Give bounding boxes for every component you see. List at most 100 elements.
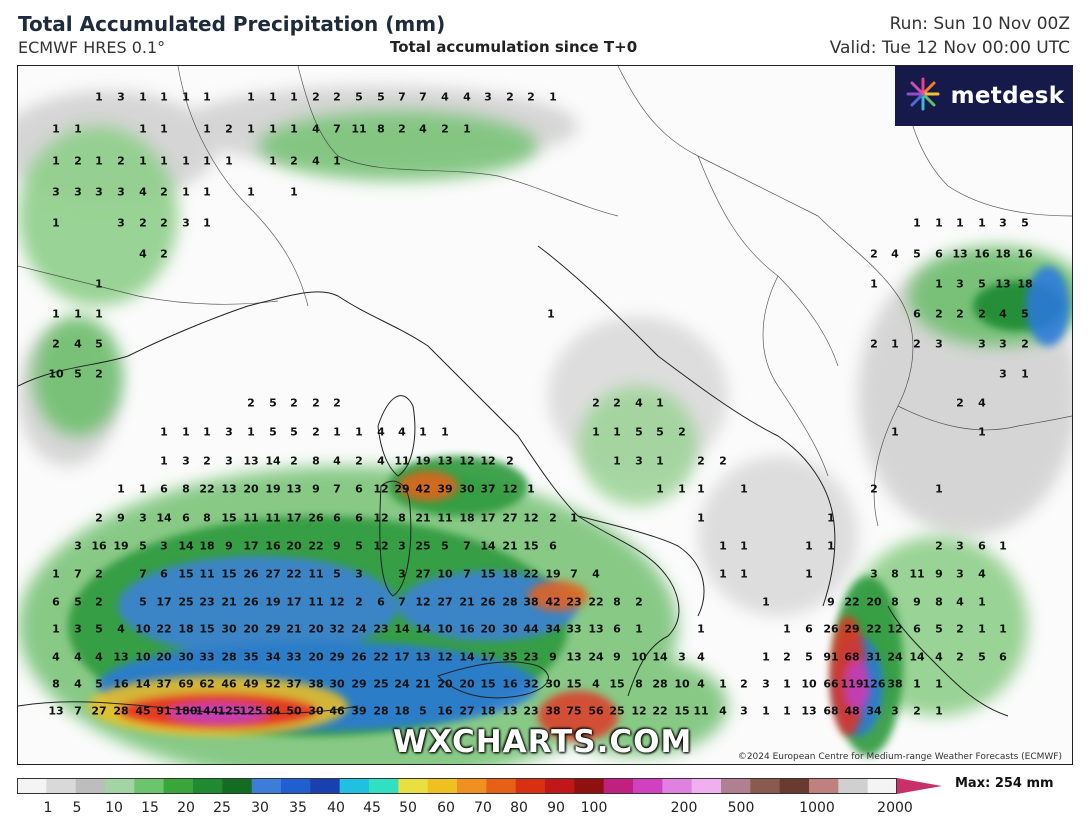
- precip-value-label: 26: [243, 567, 259, 581]
- colorbar-segment: [633, 778, 663, 794]
- precip-value-label: 2: [635, 595, 643, 609]
- precip-value-label: 2: [697, 454, 705, 468]
- precip-value-label: 21: [221, 595, 237, 609]
- precip-value-label: 19: [265, 482, 281, 496]
- precip-value-label: 5: [441, 539, 449, 553]
- precip-value-label: 30: [221, 622, 237, 636]
- precip-value-label: 23: [523, 650, 539, 664]
- precip-value-label: 1: [805, 539, 813, 553]
- colorbar-segment: [515, 778, 546, 794]
- precip-value-label: 15: [221, 567, 237, 581]
- valid-time: Valid: Tue 12 Nov 00:00 UTC: [829, 38, 1070, 58]
- precip-value-label: 1: [783, 622, 791, 636]
- precip-value-label: 2: [506, 454, 514, 468]
- precip-value-label: 2: [592, 396, 600, 410]
- precip-value-label: 180: [174, 704, 198, 718]
- precip-value-label: 125: [217, 704, 241, 718]
- precip-value-label: 5: [139, 539, 147, 553]
- precip-value-label: 48: [844, 704, 860, 718]
- colorbar-tick-label: 45: [363, 800, 381, 816]
- precip-value-label: 17: [243, 539, 259, 553]
- precip-value-label: 27: [91, 704, 107, 718]
- colorbar-tick-label: 200: [670, 800, 698, 816]
- precip-value-label: 12: [887, 622, 903, 636]
- precip-value-label: 2: [783, 650, 791, 664]
- precip-value-label: 22: [588, 595, 604, 609]
- precip-value-label: 7: [333, 122, 341, 136]
- precip-value-label: 38: [545, 704, 561, 718]
- country-borders: [18, 66, 1072, 527]
- precip-value-label: 13: [437, 454, 453, 468]
- precip-value-label: 1: [247, 122, 255, 136]
- precip-value-label: 3: [870, 567, 878, 581]
- precip-value-label: 1: [333, 154, 341, 168]
- precip-value-label: 6: [377, 595, 385, 609]
- precip-value-label: 14: [135, 677, 151, 691]
- precip-value-label: 22: [199, 482, 215, 496]
- precip-value-label: 68: [844, 650, 860, 664]
- precip-value-label: 22: [373, 650, 389, 664]
- precip-value-label: 11: [394, 454, 410, 468]
- precip-value-label: 10: [135, 650, 151, 664]
- precip-value-label: 7: [419, 90, 427, 104]
- precip-value-label: 4: [441, 90, 449, 104]
- precip-value-label: 11: [308, 595, 324, 609]
- precip-value-label: 1: [935, 277, 943, 291]
- precip-value-label: 2: [290, 396, 298, 410]
- precip-value-label: 4: [74, 677, 82, 691]
- precip-value-label: 3: [999, 216, 1007, 230]
- precip-value-label: 15: [480, 677, 496, 691]
- precip-value-label: 22: [866, 622, 882, 636]
- precip-value-label: 9: [312, 482, 320, 496]
- precip-value-label: 1: [613, 454, 621, 468]
- precip-value-label: 39: [437, 482, 453, 496]
- precip-value-label: 12: [437, 650, 453, 664]
- colorbar-segment: [193, 778, 223, 794]
- precip-value-label: 75: [566, 704, 582, 718]
- precip-value-label: 15: [221, 511, 237, 525]
- precip-value-label: 38: [887, 677, 903, 691]
- precip-value-label: 20: [866, 595, 882, 609]
- precip-value-label: 37: [156, 677, 172, 691]
- precip-value-label: 68: [823, 704, 839, 718]
- precip-value-label: 5: [419, 704, 427, 718]
- precip-value-label: 1: [697, 622, 705, 636]
- precip-value-label: 1: [805, 567, 813, 581]
- precip-value-label: 24: [351, 622, 367, 636]
- precip-value-label: 5: [978, 277, 986, 291]
- precip-value-label: 1: [978, 595, 986, 609]
- precip-value-label: 9: [827, 595, 835, 609]
- precip-value-label: 3: [956, 277, 964, 291]
- precip-value-label: 15: [609, 677, 625, 691]
- colorbar-tick-label: 40: [327, 800, 345, 816]
- precip-value-label: 34: [265, 650, 281, 664]
- precip-value-label: 1: [419, 425, 427, 439]
- precip-value-label: 17: [286, 511, 302, 525]
- precip-value-label: 17: [286, 595, 302, 609]
- precip-value-label: 30: [329, 677, 345, 691]
- precip-value-label: 3: [999, 337, 1007, 351]
- precip-value-label: 1: [740, 539, 748, 553]
- precip-value-label: 1: [160, 454, 168, 468]
- precip-value-label: 6: [978, 539, 986, 553]
- precip-value-label: 29: [394, 482, 410, 496]
- precip-value-label: 4: [592, 677, 600, 691]
- colorbar-tick-label: 90: [547, 800, 565, 816]
- precip-value-label: 2: [290, 454, 298, 468]
- precip-value-label: 1: [95, 154, 103, 168]
- chart-title: Total Accumulated Precipitation (mm): [18, 12, 446, 36]
- precip-value-label: 1: [95, 277, 103, 291]
- precip-value-label: 16: [113, 677, 129, 691]
- precip-value-label: 7: [74, 567, 82, 581]
- colorbar-segment: [281, 778, 311, 794]
- precip-value-label: 1: [117, 482, 125, 496]
- precip-value-label: 22: [652, 704, 668, 718]
- colorbar-segment: [691, 778, 722, 794]
- precip-value-label: 17: [480, 511, 496, 525]
- precip-value-label: 21: [502, 539, 518, 553]
- precip-value-label: 20: [243, 622, 259, 636]
- precip-value-label: 6: [805, 622, 813, 636]
- precip-value-label: 12: [373, 539, 389, 553]
- precip-value-label: 2: [956, 650, 964, 664]
- precip-value-label: 8: [312, 454, 320, 468]
